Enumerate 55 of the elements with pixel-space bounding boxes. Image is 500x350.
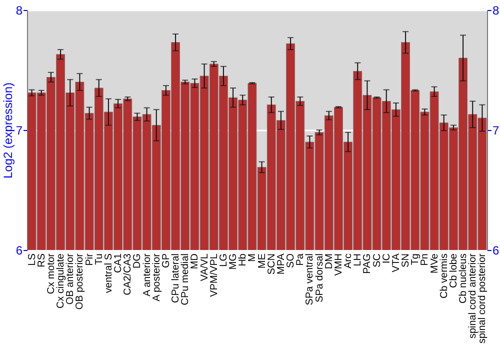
x-tick-label: SN — [400, 254, 412, 268]
x-tick-label: Pa — [295, 253, 306, 266]
x-tick-label: CA2/CA3 — [122, 253, 134, 296]
x-tick-label: Cx motor — [46, 252, 57, 294]
x-tick-label: Arc — [343, 254, 354, 268]
x-tick-label: DM — [324, 254, 335, 270]
x-tick-label: VMH — [333, 254, 344, 276]
x-tick-label: PAG — [362, 253, 374, 274]
y-tick-label: 8 — [16, 4, 23, 18]
x-tick-label: CPu medial — [180, 254, 192, 306]
x-tick-label: A posterior — [151, 252, 162, 302]
y2-tick-label: 6 — [492, 244, 500, 258]
x-tick-label: spinal cord posterior — [477, 252, 488, 344]
x-tick-label: SO — [286, 253, 297, 268]
x-tick-label: VPM/VPL — [208, 253, 220, 297]
x-tick-label: VA/VL — [199, 253, 210, 282]
x-tick-label: CA1 — [113, 253, 124, 273]
x-tick-label: SCN — [266, 254, 278, 275]
x-tick-label: MD — [190, 254, 201, 270]
x-tick-label: OB anterior — [65, 252, 76, 305]
x-tick-label: LH — [352, 254, 364, 266]
x-tick-label: MG — [228, 253, 240, 270]
x-tick-label: DG — [132, 253, 144, 268]
y-tick-label: 6 — [16, 244, 23, 258]
x-tick-label: M — [247, 254, 258, 262]
x-tick-label: VTA — [390, 253, 402, 272]
x-tick-label: Cb vermis — [438, 254, 450, 299]
x-tick-label: IC — [381, 254, 392, 264]
x-tick-label: Tu — [94, 254, 105, 265]
x-tick-label: GP — [160, 253, 172, 268]
x-tick-label: Tg — [410, 254, 422, 266]
x-tick-label: MVe — [429, 253, 440, 274]
x-tick-label: LG — [218, 253, 230, 267]
x-tick-label: Cb nucleus — [458, 254, 470, 304]
y-tick-label: 7 — [16, 124, 23, 138]
y2-tick-label: 8 — [492, 4, 500, 18]
x-tick-label: SPa ventral — [304, 254, 316, 306]
x-tick-label: RS — [36, 253, 48, 268]
x-tick-label: Cb lobe — [448, 253, 460, 288]
x-tick-label: spinal cord anterior — [468, 252, 479, 339]
x-tick-label: OB posterior — [74, 252, 86, 310]
x-tick-label: Pir — [84, 252, 96, 266]
x-tick-label: MPA — [276, 253, 287, 274]
x-tick-label: Hb — [238, 253, 249, 266]
y-axis-title: Log2 (expression) — [0, 82, 15, 179]
x-tick-label: ventral S — [103, 253, 114, 293]
x-tick-label: ME — [256, 253, 268, 268]
x-tick-label: LS — [26, 253, 38, 266]
x-tick-label: Pn — [420, 254, 431, 266]
x-tick-label: Cx cingulate — [56, 253, 67, 309]
x-tick-label: SC — [372, 254, 383, 268]
x-tick-label: CPu lateral — [170, 254, 182, 303]
y2-tick-label: 7 — [492, 124, 500, 138]
x-tick-label: A anterior — [142, 252, 153, 296]
x-tick-label: SPa dorsal — [314, 254, 326, 302]
